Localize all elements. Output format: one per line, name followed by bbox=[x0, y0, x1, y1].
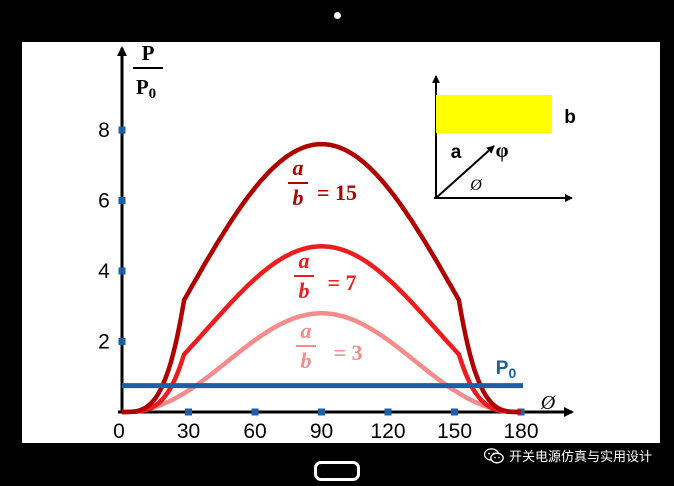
x-tick-mark bbox=[318, 408, 325, 416]
inset-vector bbox=[435, 145, 495, 199]
series-line bbox=[121, 244, 522, 415]
inset-label-b: b bbox=[564, 107, 576, 128]
inset-diagram: b a φ Ø bbox=[432, 75, 576, 202]
y-tick-mark bbox=[118, 197, 126, 204]
series-label: ab = 3 bbox=[296, 318, 363, 373]
y-tick-label: 6 bbox=[98, 190, 110, 213]
inset-rectangle bbox=[436, 95, 552, 133]
camera-dot bbox=[334, 12, 341, 19]
screen bbox=[22, 42, 660, 443]
y-tick-label: 8 bbox=[98, 119, 110, 142]
y-axis-title-bottom: P0 bbox=[136, 75, 156, 102]
series-label-numerator: a bbox=[299, 248, 310, 273]
series-label-denominator: b bbox=[293, 185, 304, 210]
x-tick-label: 180 bbox=[503, 420, 538, 443]
x-tick-mark bbox=[185, 408, 192, 416]
watermark-text: 开关电源仿真与实用设计 bbox=[508, 450, 652, 465]
series-label-value: = 15 bbox=[317, 180, 357, 205]
y-tick-mark bbox=[118, 267, 126, 275]
series-label-value: = 7 bbox=[327, 270, 356, 295]
y-tick-mark bbox=[118, 126, 126, 134]
series-label-value: = 3 bbox=[333, 340, 362, 365]
x-tick-label: 60 bbox=[243, 420, 266, 443]
y-axis-title-top: P bbox=[142, 41, 155, 65]
series-label-denominator: b bbox=[301, 348, 312, 373]
wechat-icon bbox=[483, 447, 504, 463]
inset-label-a: a bbox=[451, 142, 462, 163]
x-axis-title: Ø bbox=[540, 392, 557, 414]
series-label-numerator: a bbox=[293, 155, 304, 180]
y-tick-label: 4 bbox=[98, 260, 110, 283]
x-tick-label: 150 bbox=[437, 420, 472, 443]
x-tick-label: 0 bbox=[113, 420, 125, 443]
x-tick-mark bbox=[251, 408, 259, 416]
y-tick-label: 2 bbox=[98, 331, 110, 354]
x-tick-mark bbox=[451, 408, 458, 416]
x-tick-mark bbox=[384, 408, 392, 416]
inset-label-angle: Ø bbox=[469, 177, 483, 194]
series-line bbox=[121, 311, 522, 415]
x-tick-label: 120 bbox=[370, 420, 405, 443]
home-button[interactable] bbox=[314, 461, 360, 481]
x-tick-label: 90 bbox=[310, 420, 333, 443]
series-line bbox=[121, 141, 522, 415]
series-label-numerator: a bbox=[301, 318, 312, 343]
watermark: 开关电源仿真与实用设计 bbox=[483, 446, 652, 465]
series-label: ab = 7 bbox=[294, 248, 357, 303]
inset-label-phi: φ bbox=[495, 138, 508, 162]
reference-line-label: P0 bbox=[496, 358, 517, 381]
series-label: ab = 15 bbox=[288, 155, 357, 210]
y-tick-mark bbox=[118, 338, 126, 345]
series-label-denominator: b bbox=[299, 278, 310, 303]
x-tick-label: 30 bbox=[177, 420, 200, 443]
